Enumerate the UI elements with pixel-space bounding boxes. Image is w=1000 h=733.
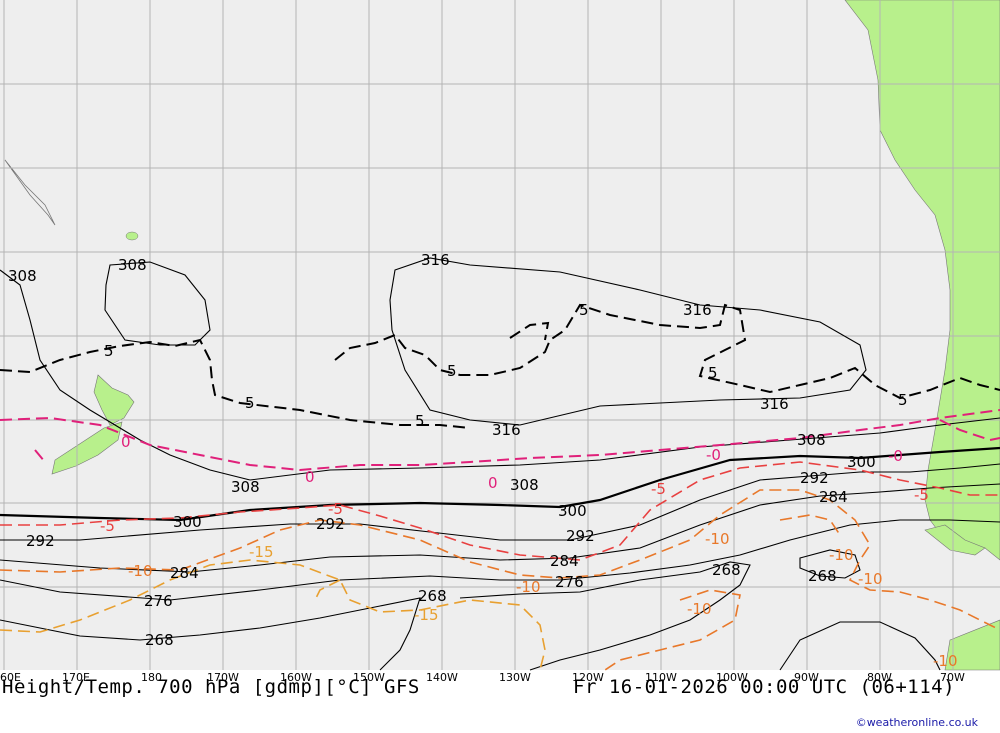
lon-tick-label: 150W — [353, 671, 385, 684]
height-label: 292 — [26, 532, 55, 550]
height-label: 276 — [555, 573, 584, 591]
contour-300 — [0, 446, 1000, 522]
lon-tick-label: 160W — [280, 671, 312, 684]
temp-label: 0 — [121, 433, 131, 451]
temp-label: 5 — [447, 362, 457, 380]
height-label: 316 — [492, 421, 521, 439]
height-label: 284 — [170, 564, 199, 582]
temp-label: 0 — [488, 474, 498, 492]
temp-label: -10 — [705, 530, 730, 548]
height-label: 284 — [819, 488, 848, 506]
temp-label: -10 — [128, 562, 153, 580]
temp-label: -10 — [516, 578, 541, 596]
height-label: 300 — [173, 513, 202, 531]
parallel-grid — [0, 83, 1000, 588]
temp-label: -10 — [829, 546, 854, 564]
fiji-island — [125, 231, 139, 241]
lon-tick-label: 110W — [645, 671, 677, 684]
temp-label: -15 — [249, 543, 274, 561]
height-contours — [0, 257, 1000, 671]
lon-tick-label: 140W — [426, 671, 458, 684]
new-caledonia-outline — [4, 159, 56, 226]
height-label: 308 — [797, 431, 826, 449]
temp-label: -5 — [328, 500, 343, 518]
map-title: Height/Temp. 700 hPa [gdmp][°C] GFS — [2, 676, 420, 698]
temp-label: -0 — [706, 446, 721, 464]
temp-contours-minus15 — [0, 559, 546, 671]
lon-tick-label: 130W — [499, 671, 531, 684]
height-label: 268 — [712, 561, 741, 579]
temp-label: -0 — [888, 447, 903, 465]
contour-268-loop — [459, 561, 751, 671]
height-label: 292 — [316, 515, 345, 533]
height-label: 292 — [566, 527, 595, 545]
lon-tick-label: 170W — [207, 671, 239, 684]
lon-tick-label: 60E — [0, 671, 21, 684]
temp-contours-minus10 — [0, 489, 1000, 671]
temp-label: 5 — [579, 301, 589, 319]
temp-label: -10 — [858, 570, 883, 588]
height-label: 292 — [800, 469, 829, 487]
ocean-background — [0, 0, 1000, 670]
temperature-labels: 5 5 5 5 5 5 5 0 0 0 -0 -0 -5 -5 -5 -5 -1… — [100, 301, 958, 670]
contour-260-south — [779, 621, 941, 671]
height-label: 300 — [847, 453, 876, 471]
temp-label: 5 — [104, 342, 114, 360]
height-label: 268 — [808, 567, 837, 585]
temp-label: -5 — [100, 517, 115, 535]
temp-label: -15 — [414, 606, 439, 624]
new-zealand-north-island — [93, 374, 135, 426]
temp-label: 5 — [708, 364, 718, 382]
temp-label: 5 — [898, 391, 908, 409]
lon-tick-label: 120W — [572, 671, 604, 684]
contour-308-west — [0, 269, 251, 481]
valid-time: Fr 16-01-2026 00:00 UTC (06+114) — [573, 676, 956, 698]
contour-308-main — [249, 417, 1000, 481]
contour-316 — [389, 257, 867, 426]
contour-268-east — [799, 549, 861, 579]
temp-label: -10 — [687, 600, 712, 618]
height-label: 308 — [118, 256, 147, 274]
height-label: 268 — [145, 631, 174, 649]
temp-label: -5 — [914, 486, 929, 504]
lon-tick-label: 90W — [794, 671, 819, 684]
temp-label: 5 — [245, 394, 255, 412]
height-label: 316 — [421, 251, 450, 269]
temp-label: 5 — [415, 412, 425, 430]
lon-tick-label: 180 — [141, 671, 162, 684]
contour-276 — [0, 519, 1000, 601]
height-label: 316 — [760, 395, 789, 413]
tierra-del-fuego-land — [924, 524, 986, 556]
height-label: 316 — [683, 301, 712, 319]
temp-contours-plus5 — [0, 303, 1000, 429]
contour-268-west — [0, 597, 421, 671]
height-label: 268 — [418, 587, 447, 605]
credit-link[interactable]: ©weatheronline.co.uk — [855, 716, 978, 729]
height-labels: 308 308 316 316 316 316 308 308 308 300 … — [8, 251, 876, 649]
temp-contours-minus5 — [0, 461, 1000, 561]
temp-contours-zero — [0, 409, 1000, 472]
antarctic-peninsula-land — [944, 619, 1000, 671]
lon-tick-label: 70W — [940, 671, 965, 684]
height-label: 308 — [231, 478, 260, 496]
contour-284 — [0, 483, 1000, 573]
temp-label: -10 — [933, 652, 958, 670]
height-label: 284 — [550, 552, 579, 570]
lon-tick-label: 100W — [716, 671, 748, 684]
lon-tick-label: 170E — [62, 671, 90, 684]
height-label: 308 — [8, 267, 37, 285]
contour-308-loop — [104, 261, 211, 346]
meridian-grid — [3, 0, 954, 670]
lon-tick-label: 80W — [867, 671, 892, 684]
height-label: 300 — [558, 502, 587, 520]
temp-label: -5 — [651, 480, 666, 498]
height-label: 276 — [144, 592, 173, 610]
temp-label: 0 — [305, 468, 315, 486]
height-label: 308 — [510, 476, 539, 494]
contour-292 — [0, 463, 1000, 541]
longitude-axis: 60E 170E 180 170W 160W 150W 140W 130W 12… — [0, 671, 965, 684]
